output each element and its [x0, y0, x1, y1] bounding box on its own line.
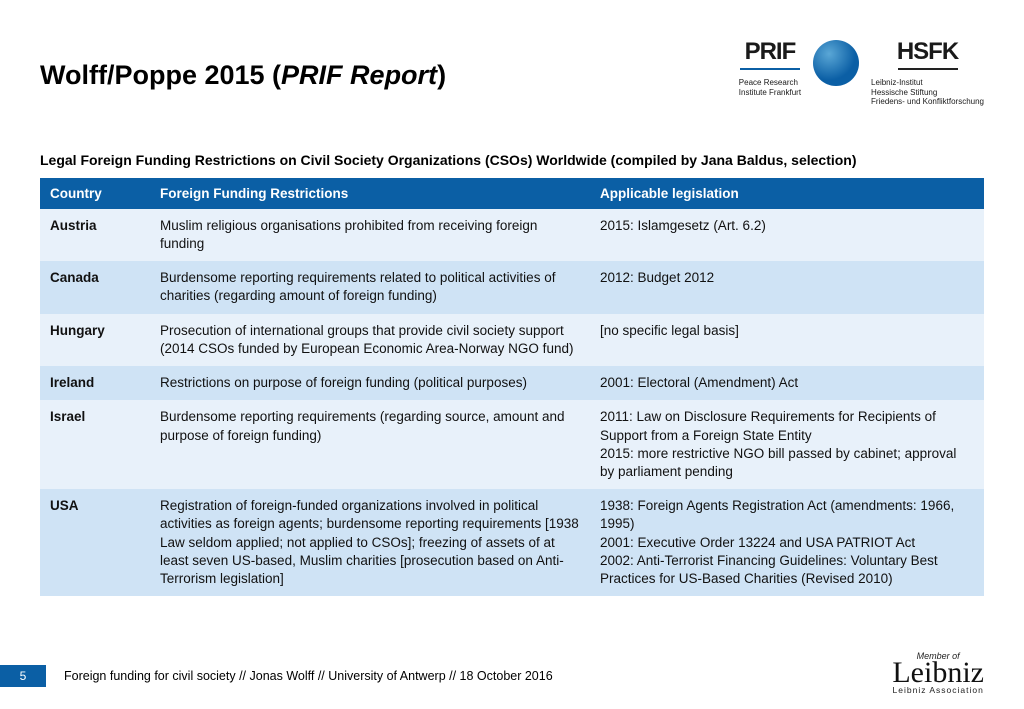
logo-hsfk-text: HSFK: [897, 40, 958, 64]
globe-icon: [813, 40, 859, 86]
table-row: IrelandRestrictions on purpose of foreig…: [40, 366, 984, 400]
cell-restrictions: Registration of foreign-funded organizat…: [150, 489, 590, 596]
col-legislation: Applicable legislation: [590, 178, 984, 209]
table-row: CanadaBurdensome reporting requirements …: [40, 261, 984, 313]
leibniz-assoc: Leibniz Association: [892, 685, 984, 695]
restrictions-table: Country Foreign Funding Restrictions App…: [40, 178, 984, 597]
cell-country: Canada: [40, 261, 150, 313]
cell-legislation: 1938: Foreign Agents Registration Act (a…: [590, 489, 984, 596]
cell-legislation: 2012: Budget 2012: [590, 261, 984, 313]
logo-hsfk-sub: Leibniz-Institut Hessische Stiftung Frie…: [871, 78, 984, 107]
page-title: Wolff/Poppe 2015 (PRIF Report): [40, 60, 446, 91]
title-italic: PRIF Report: [281, 60, 437, 90]
cell-restrictions: Restrictions on purpose of foreign fundi…: [150, 366, 590, 400]
footer-text: Foreign funding for civil society // Jon…: [64, 669, 553, 683]
cell-legislation: 2011: Law on Disclosure Requirements for…: [590, 400, 984, 489]
cell-country: Austria: [40, 209, 150, 261]
cell-country: Hungary: [40, 314, 150, 366]
cell-restrictions: Muslim religious organisations prohibite…: [150, 209, 590, 261]
slide: Wolff/Poppe 2015 (PRIF Report) PRIF Peac…: [0, 0, 1024, 709]
leibniz-script: Leibniz: [892, 661, 984, 685]
cell-restrictions: Burdensome reporting requirements relate…: [150, 261, 590, 313]
leibniz-member-block: Member of Leibniz Leibniz Association: [892, 651, 984, 695]
logo-block: PRIF Peace Research Institute Frankfurt …: [739, 40, 984, 107]
logo-divider-left: [740, 68, 800, 70]
col-country: Country: [40, 178, 150, 209]
logo-prif-text: PRIF: [745, 40, 796, 64]
footer: 5 Foreign funding for civil society // J…: [0, 665, 1024, 687]
cell-legislation: [no specific legal basis]: [590, 314, 984, 366]
cell-legislation: 2001: Electoral (Amendment) Act: [590, 366, 984, 400]
subtitle: Legal Foreign Funding Restrictions on Ci…: [40, 152, 984, 168]
cell-restrictions: Burdensome reporting requirements (regar…: [150, 400, 590, 489]
logo-prif-sub: Peace Research Institute Frankfurt: [739, 78, 801, 97]
logo-prif: PRIF Peace Research Institute Frankfurt: [739, 40, 801, 97]
table-header-row: Country Foreign Funding Restrictions App…: [40, 178, 984, 209]
header-row: Wolff/Poppe 2015 (PRIF Report) PRIF Peac…: [40, 40, 984, 107]
cell-country: Israel: [40, 400, 150, 489]
page-number: 5: [0, 665, 46, 687]
logo-divider-right: [898, 68, 958, 70]
cell-country: Ireland: [40, 366, 150, 400]
table-row: AustriaMuslim religious organisations pr…: [40, 209, 984, 261]
cell-legislation: 2015: Islamgesetz (Art. 6.2): [590, 209, 984, 261]
cell-restrictions: Prosecution of international groups that…: [150, 314, 590, 366]
table-row: HungaryProsecution of international grou…: [40, 314, 984, 366]
title-prefix: Wolff/Poppe 2015 (: [40, 60, 281, 90]
table-row: USARegistration of foreign-funded organi…: [40, 489, 984, 596]
cell-country: USA: [40, 489, 150, 596]
title-suffix: ): [437, 60, 446, 90]
table-row: IsraelBurdensome reporting requirements …: [40, 400, 984, 489]
logo-hsfk: HSFK Leibniz-Institut Hessische Stiftung…: [871, 40, 984, 107]
table-body: AustriaMuslim religious organisations pr…: [40, 209, 984, 597]
col-restrictions: Foreign Funding Restrictions: [150, 178, 590, 209]
